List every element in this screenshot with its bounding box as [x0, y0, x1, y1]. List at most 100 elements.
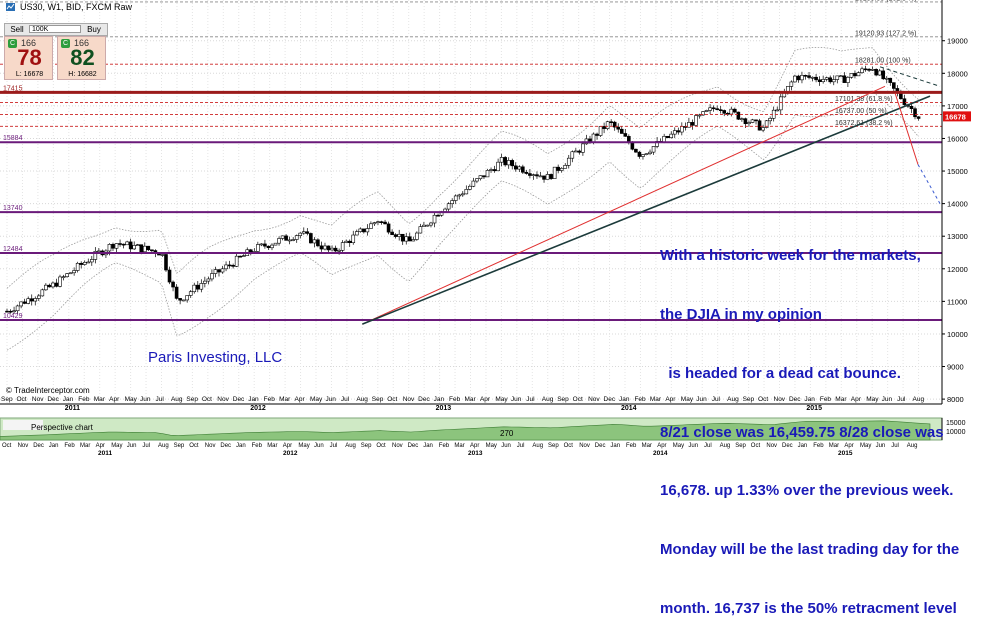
candle-up: [287, 239, 292, 242]
x-tick-label: Mar: [465, 396, 477, 403]
candle-down: [715, 108, 719, 111]
candle-down: [305, 231, 310, 234]
annotation-line: Monday will be the last trading day for …: [660, 541, 960, 559]
candle-up: [330, 247, 334, 251]
x-tick-label: May: [125, 396, 138, 403]
buy-high: H: 16682: [68, 71, 97, 78]
buy-button[interactable]: Buy: [87, 25, 101, 34]
candle-up: [475, 178, 479, 182]
y-tick-label: 10000: [947, 330, 968, 339]
perspective-year: 2015: [838, 450, 853, 457]
x-tick-label: Oct: [202, 396, 212, 403]
candle-down: [513, 165, 518, 170]
level-label: 15884: [3, 135, 23, 142]
perspective-month: Nov: [392, 443, 403, 449]
perspective-area: [0, 420, 931, 441]
candle-up: [107, 244, 112, 252]
candle-up: [36, 295, 41, 299]
perspective-month: Aug: [158, 443, 169, 449]
candle-up: [478, 175, 483, 180]
candle-down: [881, 70, 886, 80]
candle-down: [690, 122, 695, 126]
current-price-label: 16678: [945, 112, 966, 121]
candle-down: [549, 174, 553, 179]
candle-down: [535, 174, 539, 177]
perspective-month: Apr: [96, 443, 105, 449]
x-tick-label: Aug: [913, 396, 925, 403]
candle-up: [489, 169, 493, 171]
candle-up: [114, 243, 119, 249]
candle-down: [248, 249, 253, 253]
x-tick-label: Dec: [418, 396, 430, 403]
x-tick-label: Nov: [403, 396, 415, 403]
candle-up: [418, 226, 423, 234]
candle-up: [747, 122, 751, 125]
x-tick-label: Nov: [774, 396, 786, 403]
x-year-label: 2015: [806, 405, 822, 412]
lot-size-select[interactable]: 100K: [29, 25, 81, 33]
fib-label: 17101.38 (61.8 %): [835, 96, 893, 103]
candle-down: [121, 243, 126, 246]
perspective-chart[interactable]: 270 15000 10000 Oct Nov Dec Jan Feb Mar Apr May Jun…: [0, 417, 966, 457]
analysis-annotation: With a historic week for the markets, th…: [660, 207, 980, 638]
candle-up: [849, 73, 854, 78]
candle-up: [708, 107, 712, 111]
perspective-year: 2014: [653, 450, 668, 457]
candle-up: [870, 68, 875, 71]
candle-down: [217, 269, 221, 273]
candle-down: [913, 108, 917, 118]
y-tick-label: 11000: [947, 297, 967, 306]
candle-up: [125, 241, 129, 246]
candle-up: [598, 126, 603, 136]
y-tick-label: 12000: [947, 265, 968, 274]
candle-down: [510, 160, 515, 167]
candle-down: [178, 298, 182, 301]
price-chart[interactable]: 15884 13740 12484 10429 17415 20189.38 (161.…: [0, 0, 1000, 467]
candle-down: [524, 171, 529, 174]
candle-down: [482, 175, 486, 178]
candle-down: [842, 75, 847, 83]
level-label: 13740: [3, 205, 23, 212]
candle-down: [612, 121, 617, 128]
candle-down: [386, 223, 391, 233]
perspective-month: Apr: [283, 443, 292, 449]
candle-up: [323, 245, 327, 250]
x-tick-label: Jul: [341, 396, 350, 403]
candle-up: [552, 166, 557, 179]
candle-down: [195, 284, 200, 290]
candle-down: [128, 241, 133, 250]
sell-button[interactable]: Sell: [10, 25, 24, 34]
x-tick-label: Mar: [650, 396, 662, 403]
perspective-year: 2012: [283, 450, 298, 457]
sell-quote[interactable]: C 166 78 L: 16678: [4, 36, 53, 80]
perspective-month: Jan: [423, 443, 433, 449]
candle-down: [164, 254, 168, 271]
buy-quote[interactable]: C 166 82 H: 16682: [57, 36, 106, 80]
candle-down: [718, 109, 723, 111]
candle-up: [75, 262, 80, 271]
candle-up: [372, 222, 377, 225]
perspective-month: Dec: [782, 443, 793, 449]
candle-up: [12, 310, 16, 313]
perspective-month: Feb: [64, 443, 75, 449]
x-tick-label: Dec: [47, 396, 59, 403]
x-tick-label: Mar: [94, 396, 106, 403]
candle-up: [199, 283, 204, 290]
y-axis: 19000 18000 17000 16000 15000 14000 13000 12000…: [941, 0, 971, 404]
candle-up: [93, 250, 98, 260]
candle-down: [263, 243, 267, 247]
candle-up: [213, 269, 218, 274]
candle-up: [404, 236, 409, 242]
candle-up: [662, 135, 666, 143]
candle-up: [68, 272, 73, 275]
candle-up: [485, 170, 490, 178]
candle-up: [26, 298, 30, 304]
buy-price-pips: 82: [70, 45, 95, 70]
candle-down: [803, 74, 808, 77]
cloud-lower: [6, 91, 919, 351]
perspective-month: Oct: [2, 443, 12, 449]
fib-label: 18281.00 (100 %): [855, 58, 911, 65]
one-click-trading-panel[interactable]: Sell 100K Buy C 166 78 L: 16678 C 166 82…: [4, 23, 108, 81]
candle-down: [436, 214, 440, 217]
candle-up: [337, 249, 341, 252]
